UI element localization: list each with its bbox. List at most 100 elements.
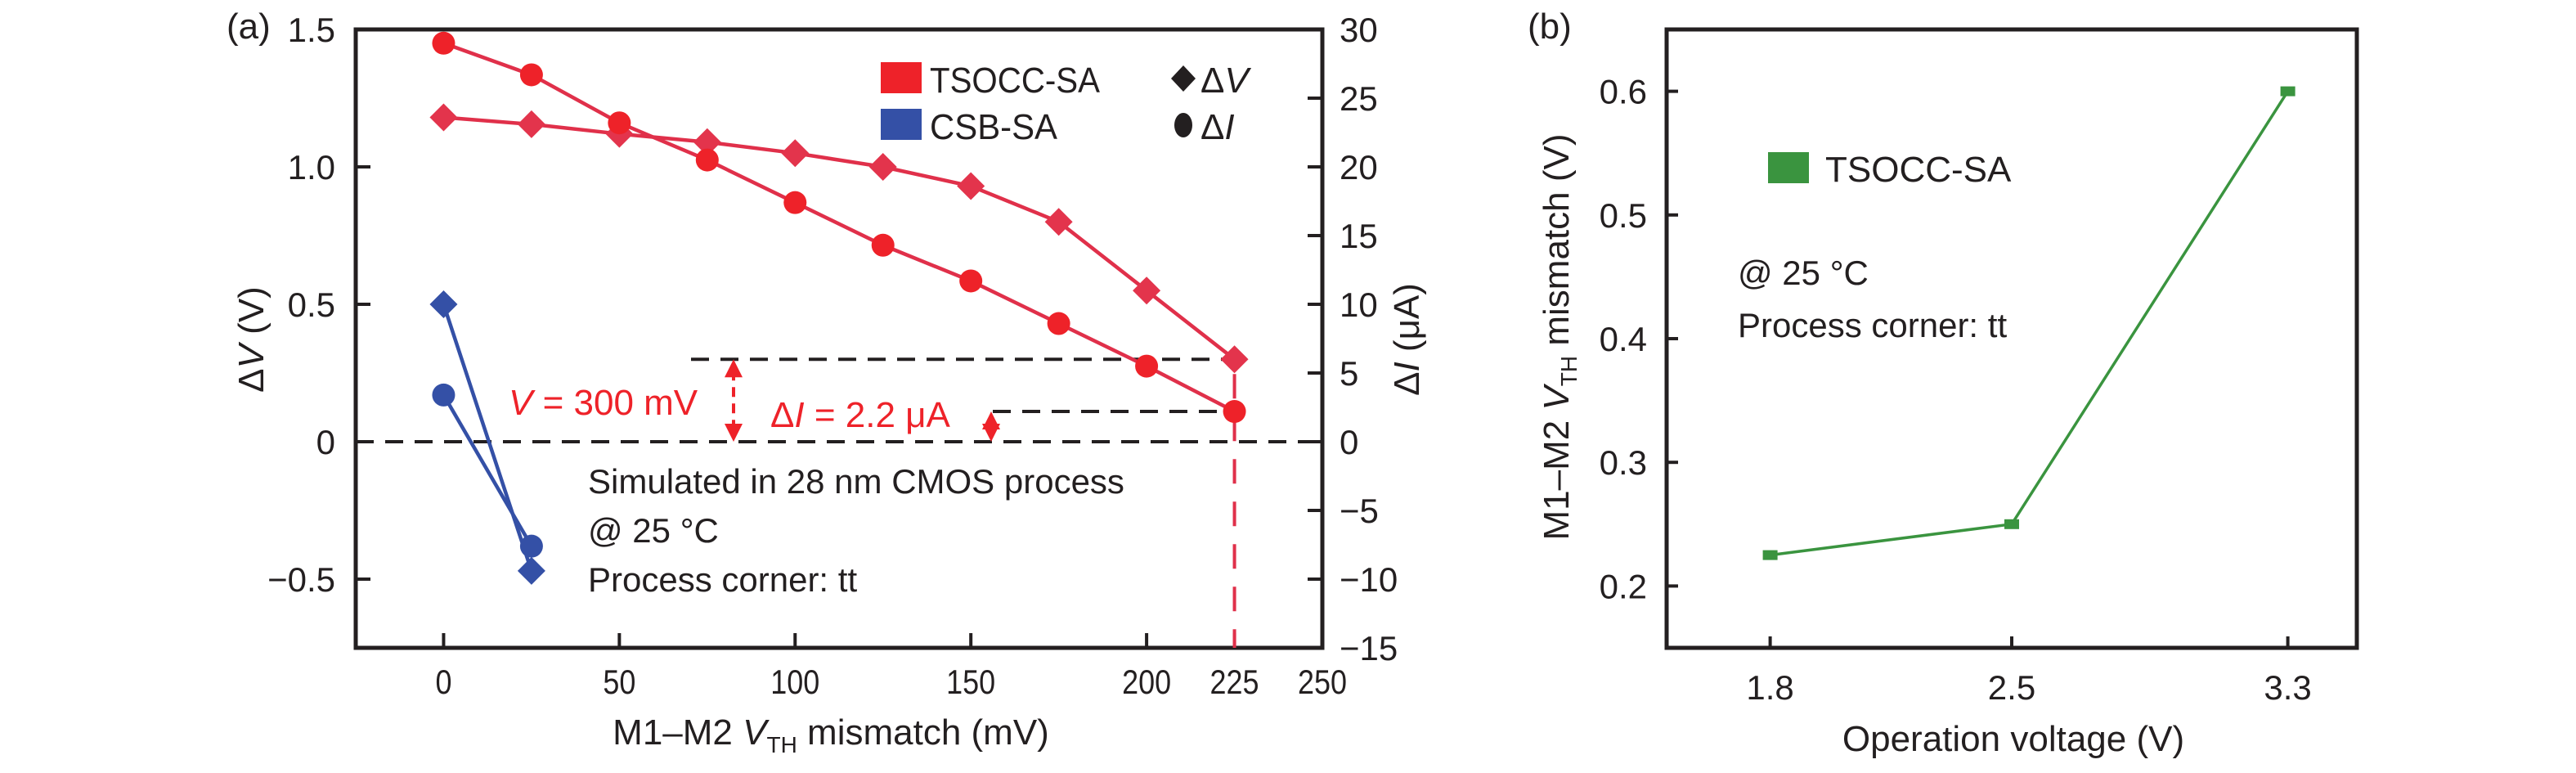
x-axis-label: M1–M2 VTH mismatch (mV) [613, 712, 1049, 757]
x-tick-label: 225 [1210, 663, 1259, 701]
panel-label: (b) [1528, 7, 1572, 47]
y-right-tick-label: −15 [1340, 629, 1398, 667]
y-axis-label-suffix: mismatch (V) [1537, 134, 1577, 356]
data-point-diamond [1220, 345, 1249, 374]
legend-diamond-icon [1171, 65, 1196, 92]
y-tick-label: 0.3 [1600, 443, 1647, 482]
data-point-diamond [957, 172, 985, 200]
y-left-axis-label-unit: (V) [231, 286, 272, 344]
legend-marker-label: ΔI [1200, 107, 1235, 147]
legend-swatch-tsocc-sa [1768, 152, 1809, 183]
y-tick-label: 0.6 [1600, 73, 1647, 111]
y-right-tick-label: 30 [1340, 11, 1378, 49]
data-point-circle [1047, 312, 1070, 335]
y-right-tick-label: 5 [1340, 354, 1358, 393]
y-left-axis-label-delta: Δ [231, 368, 272, 392]
dv-annotation: V = 300 mV [509, 383, 698, 423]
data-point-circle [519, 534, 543, 558]
simulation-note-line: Process corner: tt [588, 560, 857, 599]
y-right-tick-label: −5 [1340, 492, 1379, 530]
legend-label: TSOCC-SA [1825, 150, 2012, 190]
condition-note-line: @ 25 °C [1738, 254, 1869, 292]
simulation-note-line: Simulated in 28 nm CMOS process [588, 462, 1124, 501]
data-point-diamond [781, 139, 810, 168]
simulation-note-line: @ 25 °C [588, 511, 719, 550]
series-line-0 [443, 115, 1236, 361]
series-line-1 [442, 41, 1236, 414]
legend-swatch-tsocc-sa [881, 62, 922, 93]
y-left-tick-label: 1.0 [288, 148, 335, 187]
data-point-diamond [693, 128, 721, 156]
data-point-square [2280, 86, 2296, 97]
series-line-3 [442, 393, 533, 547]
data-point-circle [519, 63, 543, 87]
legend-swatch-csb-sa [881, 109, 922, 140]
panel-a: (a)0 50 100 150 200 225 2501.51.00.50−0.530252… [227, 7, 1427, 757]
data-point-circle [695, 148, 719, 172]
x-axis-label-suffix: mismatch (mV) [797, 712, 1049, 753]
arrow-up-head-icon [725, 359, 743, 378]
data-point-diamond [868, 153, 897, 181]
y-right-tick-label: 25 [1340, 79, 1378, 118]
y-tick-label: 0.2 [1600, 567, 1647, 605]
data-point-diamond [517, 110, 545, 138]
dv-annotation-variable: V [509, 383, 536, 423]
x-axis-label-subscript: TH [766, 732, 797, 757]
condition-note-line: Process corner: tt [1738, 306, 2007, 344]
y-right-axis-label-variable: I [1387, 362, 1427, 371]
data-point-square [2004, 519, 2019, 529]
legend-delta: Δ [1200, 107, 1224, 147]
series-line-2 [442, 303, 534, 572]
y-axis-label-subscript: TH [1556, 356, 1582, 386]
data-point-diamond [1133, 276, 1161, 305]
data-point-circle [959, 269, 983, 293]
y-tick-label: 0.5 [1600, 196, 1647, 235]
y-right-tick-label: 15 [1340, 217, 1378, 255]
x-tick-label: 100 [770, 663, 819, 701]
y-right-tick-label: 20 [1340, 148, 1378, 187]
x-tick-label: 2.5 [1988, 668, 2035, 707]
y-left-tick-label: 0 [316, 423, 335, 461]
dv-double-arrow [725, 359, 743, 442]
legend-variable: I [1224, 107, 1234, 147]
legend-delta: Δ [1200, 61, 1224, 101]
y-left-tick-label: 1.5 [288, 11, 335, 49]
y-right-axis-label-unit: (μA) [1387, 283, 1427, 362]
data-point-diamond [517, 556, 545, 585]
plot-frame [353, 27, 1325, 650]
di-annotation-variable: I [794, 395, 804, 435]
arrow-down-head-icon [725, 424, 743, 442]
x-tick-label: 150 [946, 663, 995, 701]
dv-annotation-value: = 300 mV [532, 383, 698, 423]
x-tick-label: 250 [1298, 663, 1347, 701]
data-point-circle [608, 111, 631, 135]
y-right-tick-label: 10 [1340, 285, 1378, 324]
legend: TSOCC-SA [1768, 150, 2012, 190]
y-right-tick-label: −10 [1340, 560, 1398, 599]
data-point-square [1762, 550, 1778, 560]
data-point-circle [432, 383, 456, 407]
y-right-tick-label: 0 [1340, 423, 1358, 461]
legend-label: TSOCC-SA [930, 61, 1101, 101]
x-axis-label-variable: V [743, 712, 770, 753]
legend-variable: V [1224, 61, 1251, 101]
y-axis-label: M1–M2 VTH mismatch (V) [1537, 134, 1582, 541]
y-tick-label: 0.4 [1600, 320, 1647, 358]
y-left-tick-label: 0.5 [288, 285, 335, 324]
y-axis-label-prefix: M1–M2 [1537, 411, 1577, 541]
di-annotation: ΔI = 2.2 μA [770, 395, 951, 435]
legend-marker-label: ΔV [1200, 61, 1251, 101]
x-tick-label: 0 [435, 663, 451, 701]
legend-circle-icon [1174, 113, 1192, 137]
data-point-circle [783, 191, 807, 214]
data-point-diamond [429, 103, 458, 132]
y-left-axis-label: ΔV (V) [231, 286, 272, 393]
y-right-axis-label: ΔI (μA) [1387, 283, 1427, 396]
data-point-circle [432, 31, 456, 55]
panel-label: (a) [227, 7, 271, 47]
y-axis-label-variable: V [1537, 384, 1577, 411]
y-left-tick-label: −0.5 [267, 560, 335, 599]
di-double-arrow [982, 411, 1000, 442]
data-point-diamond [1044, 208, 1073, 236]
